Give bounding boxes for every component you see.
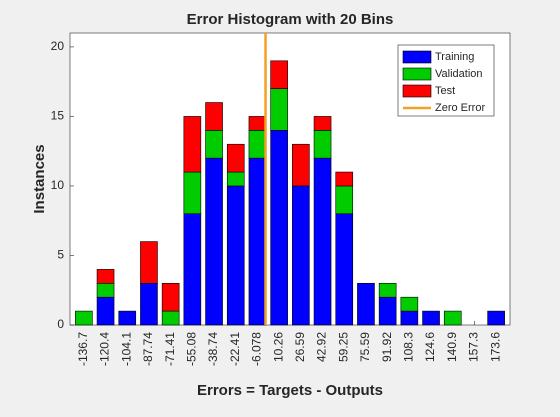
x-tick-label: 10.26	[271, 332, 285, 362]
x-tick-label: -22.41	[228, 332, 242, 366]
bar-segment	[226, 171, 245, 187]
bar-segment	[400, 310, 419, 326]
bar-segment	[118, 310, 137, 326]
x-tick-label: 42.92	[315, 332, 329, 362]
bar-segment	[292, 143, 310, 187]
bar-segment	[357, 282, 375, 326]
bar-segment	[205, 130, 223, 159]
bar-segment	[270, 60, 288, 89]
legend-label: Training	[435, 51, 474, 63]
x-tick-label: 140.9	[445, 332, 459, 362]
bar-segment	[161, 310, 180, 326]
bar-segment	[335, 213, 354, 326]
bar-segment	[96, 269, 115, 284]
bar-segment	[96, 282, 115, 298]
y-tick-label: 20	[51, 39, 65, 53]
bar-segment	[270, 130, 288, 326]
bar-segment	[96, 296, 115, 326]
legend-label: Validation	[435, 68, 483, 80]
legend-swatch	[402, 84, 432, 98]
x-tick-label: -38.74	[206, 332, 220, 366]
bar-segment	[313, 157, 332, 326]
y-tick-label: 5	[57, 248, 64, 262]
legend-swatch	[402, 50, 432, 64]
legend-label: Zero Error	[435, 102, 485, 114]
bar-segment	[313, 116, 332, 131]
bar-segment	[378, 282, 397, 298]
bar-segment	[487, 310, 505, 326]
bar-segment	[140, 241, 158, 284]
x-tick-label: 75.59	[358, 332, 372, 362]
y-tick-label: 15	[51, 109, 65, 123]
x-tick-label: -71.41	[163, 332, 177, 366]
bar-segment	[422, 310, 440, 326]
x-tick-label: -55.08	[185, 332, 199, 366]
bar-segment	[183, 213, 202, 326]
legend-swatch	[402, 67, 432, 81]
bar-segment	[161, 282, 180, 312]
bar-segment	[400, 296, 419, 312]
y-tick-label: 0	[57, 317, 64, 331]
bar-segment	[292, 185, 310, 326]
bar-segment	[313, 130, 332, 159]
bar-segment	[443, 310, 462, 326]
legend-label: Test	[435, 85, 455, 97]
x-tick-label: 26.59	[293, 332, 307, 362]
bar-segment	[248, 157, 267, 326]
bar-segment	[75, 310, 93, 326]
x-axis-label: Errors = Targets - Outputs	[197, 382, 383, 399]
x-tick-label: 59.25	[336, 332, 350, 362]
x-tick-label: -136.7	[76, 332, 90, 366]
bar-segment	[378, 296, 397, 326]
bar-segment	[226, 185, 245, 326]
legend: Training Validation Test Zero Error	[397, 44, 495, 117]
x-tick-label: -6.078	[250, 332, 264, 366]
bar-segment	[248, 116, 267, 131]
x-tick-label: 173.6	[488, 332, 502, 362]
bar-segment	[335, 185, 354, 215]
x-tick-label: -104.1	[119, 332, 133, 366]
bar-segment	[270, 88, 288, 131]
bar-segment	[183, 171, 202, 215]
x-tick-label: 108.3	[402, 332, 416, 362]
bar-segment	[140, 282, 158, 326]
bar-segment	[205, 157, 223, 326]
y-tick-label: 10	[51, 178, 65, 192]
x-tick-label: 91.92	[380, 332, 394, 362]
x-tick-label: -87.74	[141, 332, 155, 366]
bar-segment	[226, 143, 245, 173]
x-tick-label: 157.3	[467, 332, 481, 362]
bar-segment	[205, 102, 223, 131]
chart-title: Error Histogram with 20 Bins	[187, 11, 394, 28]
y-axis-label: Instances	[31, 144, 48, 213]
x-tick-label: -120.4	[98, 332, 112, 366]
x-tick-label: 124.6	[423, 332, 437, 362]
bar-segment	[183, 116, 202, 173]
bar-segment	[248, 130, 267, 159]
bar-segment	[335, 171, 354, 187]
